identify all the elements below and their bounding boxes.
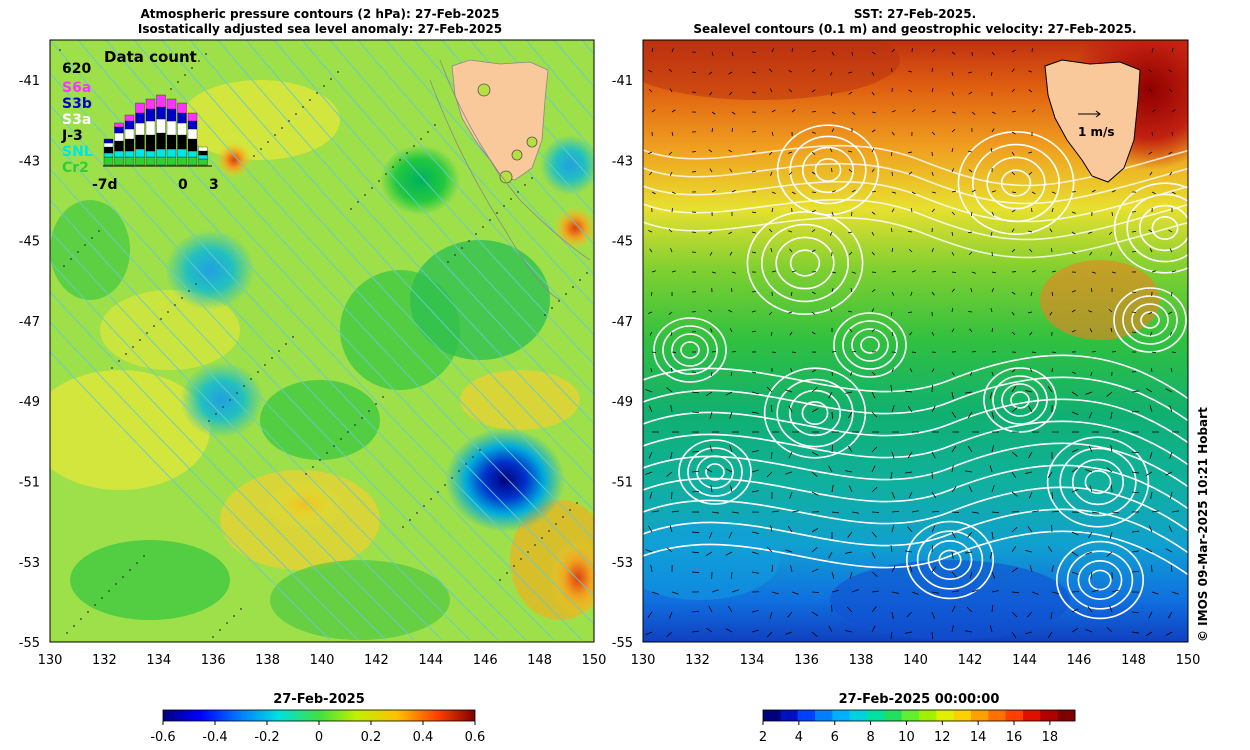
lon-label: 144 (1012, 653, 1037, 668)
left-map-frame (49, 39, 595, 643)
legend-snl: SNL (62, 144, 93, 160)
lon-label: 140 (310, 653, 335, 668)
right-title-line1: SST: 27-Feb-2025. (853, 7, 977, 21)
right-colorbar (762, 709, 1076, 722)
lon-label: 142 (364, 653, 389, 668)
lon-label: 150 (582, 653, 607, 668)
lat-label: -55 (612, 636, 633, 651)
inset-bars (103, 94, 208, 166)
colorbar-tick: 0.2 (361, 730, 382, 745)
velocity-arrows (645, 47, 1180, 640)
lon-label: 140 (903, 653, 928, 668)
legend-cr2: Cr2 (62, 160, 89, 176)
lon-label: 136 (201, 653, 226, 668)
colorbar-tick: 0 (315, 730, 323, 745)
lon-label: 138 (849, 653, 874, 668)
left-colorbar-ticks: -0.6 -0.4 -0.2 0 0.2 0.4 0.6 (150, 721, 485, 745)
colorbar-tick: 6 (831, 730, 839, 745)
lat-label: -45 (612, 235, 633, 250)
left-map-title: Atmospheric pressure contours (2 hPa): 2… (50, 7, 590, 37)
inset-max-label: 620 (62, 61, 91, 77)
colorbar-tick: 2 (759, 730, 767, 745)
lon-label: 136 (794, 653, 819, 668)
lon-label: 146 (1067, 653, 1092, 668)
colorbar-tick: 4 (795, 730, 803, 745)
sealevel-contours (643, 124, 1188, 620)
right-map-panel: 1 m/s (643, 40, 1188, 642)
lat-label: -45 (19, 235, 40, 250)
inset-x-label-start: -7d (92, 177, 118, 193)
colorbar-tick: -0.2 (254, 730, 279, 745)
colorbar-tick: 18 (1042, 730, 1059, 745)
lat-label: -51 (612, 476, 633, 491)
left-map-panel (50, 40, 594, 642)
data-count-inset: Data count 620 S6a S3b S3a J-3 SNL Cr2 -… (61, 48, 219, 193)
lon-label: 148 (527, 653, 552, 668)
colorbar-tick: 0.6 (465, 730, 486, 745)
lon-label: 144 (418, 653, 443, 668)
lat-label: -41 (612, 74, 633, 89)
lat-label: -47 (612, 315, 633, 330)
inset-x-label-zero: 0 (178, 177, 188, 193)
left-title-line1: Atmospheric pressure contours (2 hPa): 2… (140, 7, 500, 21)
right-colorbar-ticks: 2 4 6 8 10 12 14 16 18 (759, 721, 1058, 745)
lon-label: 142 (958, 653, 983, 668)
tasmania-land-right (1044, 59, 1141, 183)
lat-label: -55 (19, 636, 40, 651)
lat-label: -51 (19, 476, 40, 491)
inset-x-label-end: 3 (209, 177, 219, 193)
left-title-line2: Isostatically adjusted sea level anomaly… (137, 22, 503, 36)
lat-label: -49 (612, 395, 633, 410)
legend-s6a: S6a (62, 80, 91, 96)
pressure-contours (50, 40, 594, 641)
sla-low-eddy (445, 428, 565, 532)
lon-label: 132 (685, 653, 710, 668)
legend-s3a: S3a (62, 112, 91, 128)
left-lat-axis: -41 -43 -45 -47 -49 -51 -53 -55 (19, 74, 40, 651)
imos-credit: © IMOS 09-Mar-2025 10:21 Hobart (1196, 407, 1210, 642)
colorbar-tick: -0.6 (150, 730, 175, 745)
legend-s3b: S3b (62, 96, 92, 112)
lat-label: -53 (19, 556, 40, 571)
colorbar-tick: 16 (1006, 730, 1023, 745)
colorbar-tick: 8 (866, 730, 874, 745)
lat-label: -43 (612, 154, 633, 169)
colorbar-tick: 0.4 (413, 730, 434, 745)
lon-label: 138 (255, 653, 280, 668)
lat-label: -53 (612, 556, 633, 571)
lat-label: -47 (19, 315, 40, 330)
left-colorbar (162, 709, 476, 722)
lon-label: 130 (38, 653, 63, 668)
lat-label: -41 (19, 74, 40, 89)
legend-j3: J-3 (61, 128, 83, 144)
right-lon-axis: 130 132 134 136 138 140 142 144 146 148 150 (631, 653, 1201, 668)
right-colorbar-title: 27-Feb-2025 00:00:00 (838, 692, 1000, 707)
lon-label: 146 (473, 653, 498, 668)
right-map-title: SST: 27-Feb-2025. Sealevel contours (0.1… (640, 7, 1190, 37)
left-lon-axis: 130 132 134 136 138 140 142 144 146 148 150 (38, 653, 607, 668)
lat-label: -49 (19, 395, 40, 410)
colorbar-tick: -0.4 (202, 730, 227, 745)
lon-label: 134 (146, 653, 171, 668)
right-title-line2: Sealevel contours (0.1 m) and geostrophi… (693, 22, 1137, 36)
lat-label: -43 (19, 154, 40, 169)
lon-label: 132 (92, 653, 117, 668)
inset-title: Data count (104, 48, 197, 66)
lon-label: 134 (740, 653, 765, 668)
tasmania-land-left (451, 59, 549, 181)
colorbar-tick: 12 (934, 730, 951, 745)
colorbar-tick: 14 (970, 730, 987, 745)
velocity-scale-label: 1 m/s (1078, 125, 1115, 139)
lon-label: 130 (631, 653, 656, 668)
altimeter-track-dots (59, 49, 588, 638)
right-lat-axis: -41 -43 -45 -47 -49 -51 -53 -55 (612, 74, 633, 651)
lon-label: 150 (1176, 653, 1201, 668)
colorbar-tick: 10 (898, 730, 915, 745)
right-map-frame (642, 39, 1189, 643)
lon-label: 148 (1121, 653, 1146, 668)
left-colorbar-title: 27-Feb-2025 (273, 692, 365, 707)
